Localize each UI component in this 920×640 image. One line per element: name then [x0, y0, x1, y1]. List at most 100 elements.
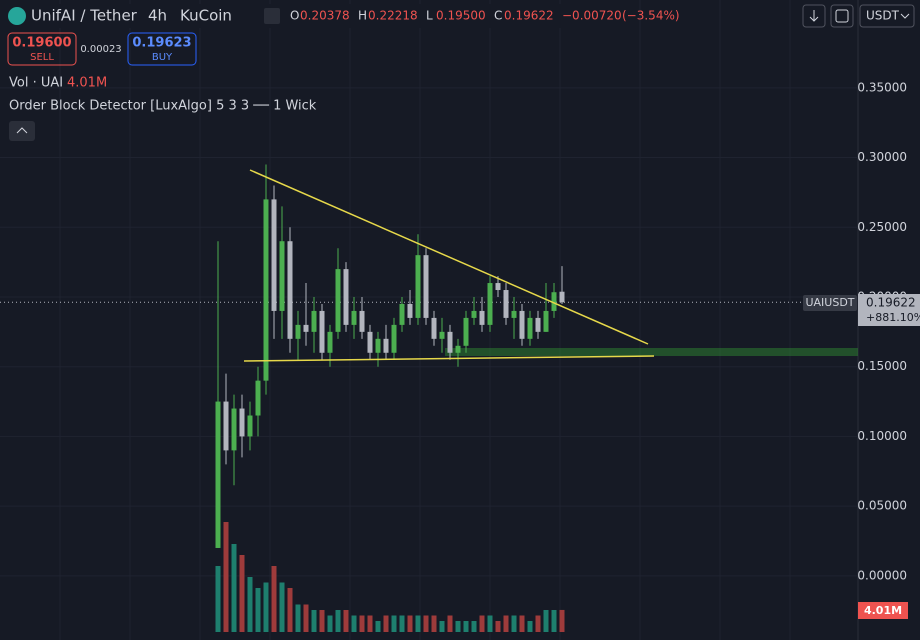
y-tick-label: 0.15000	[857, 359, 907, 373]
candle-body	[303, 324, 309, 332]
buy-label: BUY	[152, 52, 173, 63]
volume-bar	[359, 615, 365, 632]
volume-bar	[287, 588, 293, 632]
ticker: UAIUSDT	[805, 296, 854, 309]
volume-bar	[551, 610, 557, 632]
candle-body	[351, 310, 357, 325]
candle-body	[519, 310, 525, 339]
volume-value: 4.01M	[67, 76, 107, 91]
y-tick-label: 0.25000	[857, 220, 907, 234]
candle-body	[487, 283, 493, 325]
volume-bar	[319, 610, 325, 632]
buy-price: 0.19623	[132, 36, 191, 51]
volume-bar	[303, 604, 309, 632]
trend-line	[243, 355, 655, 362]
volume-bar	[383, 615, 389, 632]
sell-price: 0.19600	[12, 36, 71, 51]
candle-body	[399, 303, 405, 325]
buy-button[interactable]	[127, 32, 197, 66]
y-tick-label: 0.35000	[857, 80, 907, 94]
ohlc-bg	[286, 4, 616, 28]
candle-body	[551, 292, 557, 311]
candle-body	[319, 310, 325, 353]
candle-body	[527, 317, 533, 339]
ohlc-value: 0.20378	[300, 9, 350, 23]
chevron-icon	[16, 127, 28, 134]
candle-body	[431, 317, 437, 339]
candle-body	[423, 255, 429, 318]
volume-bar	[519, 615, 525, 632]
order-block	[445, 348, 858, 356]
candle-body	[263, 199, 269, 381]
volume-bar	[231, 544, 237, 632]
volume-label: Vol · UAI	[9, 76, 63, 91]
candle-body	[215, 401, 221, 548]
volume-bar	[447, 615, 453, 632]
candle-body	[455, 345, 461, 353]
collapse-button[interactable]	[9, 121, 35, 141]
volume-bar	[463, 621, 469, 632]
volume-bar	[271, 566, 277, 632]
volume-bar	[367, 615, 373, 632]
volume-bar	[423, 615, 429, 632]
candle-body	[559, 291, 565, 303]
candle-body	[335, 269, 341, 332]
candle-body	[327, 331, 333, 353]
volume-bar	[407, 615, 413, 632]
volume-bar	[327, 615, 333, 632]
volume-bar	[511, 615, 517, 632]
fullscreen-icon	[835, 9, 849, 23]
candle-body	[503, 290, 509, 318]
candle-body	[239, 408, 245, 437]
download-button[interactable]	[802, 4, 826, 28]
volume-bar	[255, 588, 261, 632]
volume-bar	[375, 621, 381, 632]
spread: 0.00023	[80, 44, 121, 55]
sell-button[interactable]	[7, 32, 77, 66]
fullscreen-button[interactable]	[830, 4, 854, 28]
candle-body	[255, 380, 261, 416]
ohlc-value: 0.22218	[368, 9, 418, 23]
volume-bar	[311, 610, 317, 632]
indicator-label: Order Block Detector [LuxAlgo] 5 3 3 ── …	[9, 99, 317, 114]
candle-body	[247, 415, 253, 437]
candle-body	[415, 255, 421, 318]
volume-bar	[487, 615, 493, 632]
volume-bar	[455, 621, 461, 632]
change: −0.00720	[562, 9, 622, 23]
candle-body	[407, 303, 413, 318]
ohlc-value: 0.19622	[504, 9, 554, 23]
ohlc-letter: L	[426, 9, 433, 23]
candle-body	[391, 324, 397, 353]
volume-tag	[858, 602, 908, 619]
currency-select[interactable]	[859, 4, 915, 28]
candle-body	[383, 338, 389, 353]
last-change: +881.10%	[866, 311, 920, 324]
volume-bar	[263, 582, 269, 632]
symbol: UnifAI / Tether	[31, 7, 138, 25]
flag-button[interactable]	[264, 8, 280, 24]
candle-body	[295, 324, 301, 339]
volume-bar	[215, 566, 221, 632]
volume-bar	[279, 582, 285, 632]
candle-body	[271, 199, 277, 311]
ohlc-value: 0.19500	[436, 9, 486, 23]
candle-body	[311, 310, 317, 332]
candle-body	[471, 310, 477, 318]
volume-bar	[335, 610, 341, 632]
volume-bar	[527, 621, 533, 632]
volume-bar	[247, 577, 253, 632]
volume-bar	[495, 621, 501, 632]
y-tick-label: 0.30000	[857, 150, 907, 164]
candle-body	[343, 269, 349, 325]
trend-line	[249, 169, 649, 345]
volume-bar	[343, 610, 349, 632]
volume-bar	[295, 604, 301, 632]
change-pct: (−3.54%)	[622, 9, 680, 23]
candle-body	[231, 408, 237, 451]
volume-bar	[399, 615, 405, 632]
volume-bar	[479, 615, 485, 632]
ohlc-letter: H	[358, 9, 367, 23]
volume-bar	[415, 615, 421, 632]
